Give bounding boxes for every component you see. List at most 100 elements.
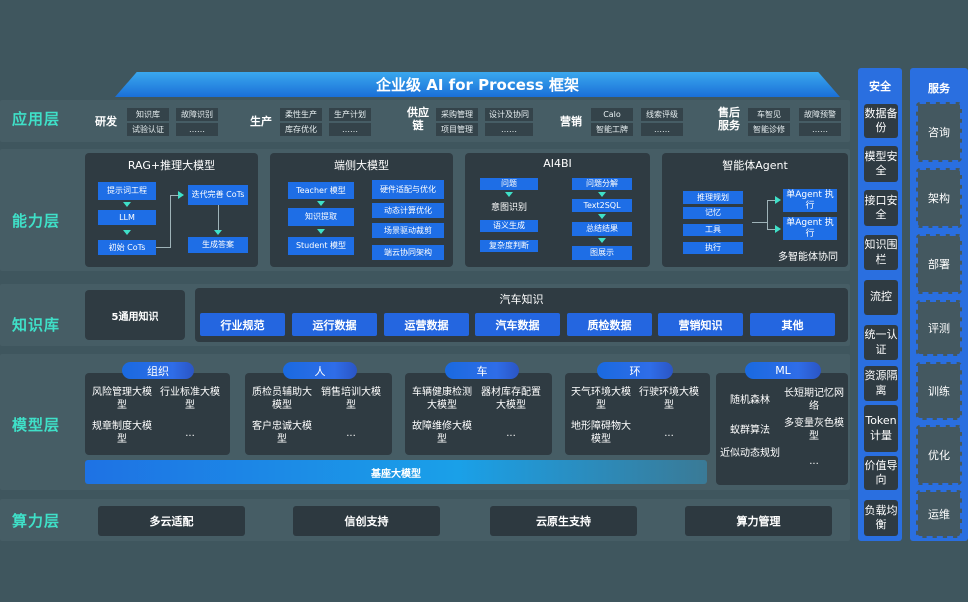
service-item[interactable]: 架构: [916, 168, 962, 228]
edge-model-title: 端侧大模型: [334, 159, 389, 172]
app-item[interactable]: 故障预警: [799, 108, 841, 121]
connector-line: [767, 229, 775, 230]
service-item[interactable]: 运维: [916, 490, 962, 538]
arrow-right-icon: [178, 191, 184, 199]
service-item[interactable]: 评测: [916, 300, 962, 356]
agent-title: 智能体Agent: [722, 159, 788, 172]
group-label: 研发: [95, 115, 117, 128]
app-item[interactable]: 故障识别: [176, 108, 218, 121]
model-item: 近似动态规划: [720, 448, 780, 459]
arrow-down-icon: [505, 192, 513, 197]
app-item[interactable]: 柔性生产: [280, 108, 322, 121]
security-item[interactable]: 价值导向: [864, 456, 898, 490]
rag-title: RAG+推理大模型: [127, 159, 216, 172]
service-item[interactable]: 优化: [916, 425, 962, 485]
model-item: 规章制度大模型: [92, 421, 152, 445]
model-item: 客户忠诚大模型: [252, 421, 312, 445]
security-item[interactable]: 模型安全: [864, 146, 898, 182]
app-item[interactable]: 车智见: [748, 108, 790, 121]
compute-cloud-native[interactable]: 云原生支持: [490, 506, 637, 536]
knowledge-operation-data[interactable]: 运行数据: [292, 313, 377, 336]
layer-label-capability: 能力层: [12, 212, 61, 230]
security-item[interactable]: 接口安全: [864, 190, 898, 226]
arrow-down-icon: [598, 238, 606, 243]
rag-iterate-cots: 迭代完善 CoTs: [188, 185, 248, 205]
knowledge-other[interactable]: 其他: [750, 313, 835, 336]
knowledge-operations-data[interactable]: 运营数据: [384, 313, 469, 336]
arrow-down-icon: [317, 201, 325, 206]
security-item[interactable]: 负载均衡: [864, 500, 898, 536]
layer-label-compute: 算力层: [12, 512, 61, 530]
app-item[interactable]: 采购管理: [436, 108, 478, 121]
knowledge-quality-data[interactable]: 质检数据: [567, 313, 652, 336]
app-item[interactable]: Calo: [591, 108, 633, 121]
arrow-right-icon: [775, 225, 781, 233]
model-item: ...: [809, 456, 819, 467]
compute-xinchuang[interactable]: 信创支持: [293, 506, 440, 536]
connector-line: [170, 195, 171, 248]
app-item[interactable]: 设计及协同: [485, 108, 533, 121]
service-item[interactable]: 部署: [916, 234, 962, 294]
base-model-bar: 基座大模型: [85, 460, 707, 484]
model-item: 行业标准大模型: [160, 387, 220, 411]
app-item[interactable]: ……: [641, 123, 683, 136]
knowledge-extraction: 知识提取: [288, 208, 354, 226]
model-item: ...: [506, 428, 516, 439]
agent-memory: 记忆: [683, 207, 743, 219]
model-group-label: 人: [283, 362, 357, 379]
arrow-down-icon: [598, 214, 606, 219]
group-label: 供应链: [407, 106, 429, 132]
security-item[interactable]: Token计量: [864, 405, 898, 452]
ai4bi-title: AI4BI: [543, 157, 572, 170]
arrow-down-icon: [123, 202, 131, 207]
model-item: ...: [664, 428, 674, 439]
security-item[interactable]: 流控: [864, 280, 898, 315]
app-item[interactable]: 智能诊修: [748, 123, 790, 136]
app-item[interactable]: ……: [485, 123, 533, 136]
knowledge-marketing[interactable]: 营销知识: [658, 313, 743, 336]
model-item: ...: [185, 428, 195, 439]
model-item: 多变量灰色模型: [784, 418, 844, 442]
app-item[interactable]: 项目管理: [436, 123, 478, 136]
app-item[interactable]: 知识库: [127, 108, 169, 121]
model-item: 销售培训大模型: [321, 387, 381, 411]
model-item: 地形障碍物大模型: [571, 421, 631, 445]
layer-label-model: 模型层: [12, 416, 61, 434]
knowledge-vehicle-data[interactable]: 汽车数据: [475, 313, 560, 336]
security-item[interactable]: 知识围栏: [864, 235, 898, 270]
model-group-environment: [565, 373, 710, 455]
student-model: Student 模型: [288, 237, 354, 255]
model-item: 质检员辅助大模型: [252, 387, 312, 411]
model-item: 行驶环境大模型: [639, 387, 699, 411]
model-item: 蚁群算法: [730, 425, 770, 436]
app-item[interactable]: 线索评级: [641, 108, 683, 121]
app-item[interactable]: 试验认证: [127, 123, 169, 136]
single-agent-execute: 单Agent 执行: [783, 217, 837, 240]
app-item[interactable]: ……: [176, 123, 218, 136]
service-item[interactable]: 咨询: [916, 102, 962, 162]
model-group-ml: [716, 373, 848, 485]
ai4bi-question: 问题: [480, 178, 538, 190]
app-item[interactable]: 生产计划: [329, 108, 371, 121]
security-item[interactable]: 资源隔离: [864, 366, 898, 401]
summarize-results: 总结结果: [572, 222, 632, 236]
compute-multi-cloud[interactable]: 多云适配: [98, 506, 245, 536]
model-group-label: ML: [745, 362, 821, 379]
model-group-label: 环: [597, 362, 673, 379]
security-item[interactable]: 数据备份: [864, 104, 898, 138]
app-item[interactable]: 智能工牌: [591, 123, 633, 136]
app-item[interactable]: ……: [799, 123, 841, 136]
security-item[interactable]: 统一认证: [864, 325, 898, 360]
model-item: 车辆健康检测大模型: [412, 387, 472, 411]
knowledge-industry-standards[interactable]: 行业规范: [200, 313, 285, 336]
compute-management[interactable]: 算力管理: [685, 506, 832, 536]
chart-display: 图展示: [572, 246, 632, 260]
complexity-judgment: 复杂度判断: [480, 240, 538, 252]
model-item: 器材库存配置大模型: [481, 387, 541, 411]
app-item[interactable]: 库存优化: [280, 123, 322, 136]
semantic-generation: 语义生成: [480, 220, 538, 232]
arrow-down-icon: [214, 230, 222, 235]
title-banner: 企业级 AI for Process 框架: [115, 72, 840, 97]
service-item[interactable]: 训练: [916, 362, 962, 420]
app-item[interactable]: ……: [329, 123, 371, 136]
